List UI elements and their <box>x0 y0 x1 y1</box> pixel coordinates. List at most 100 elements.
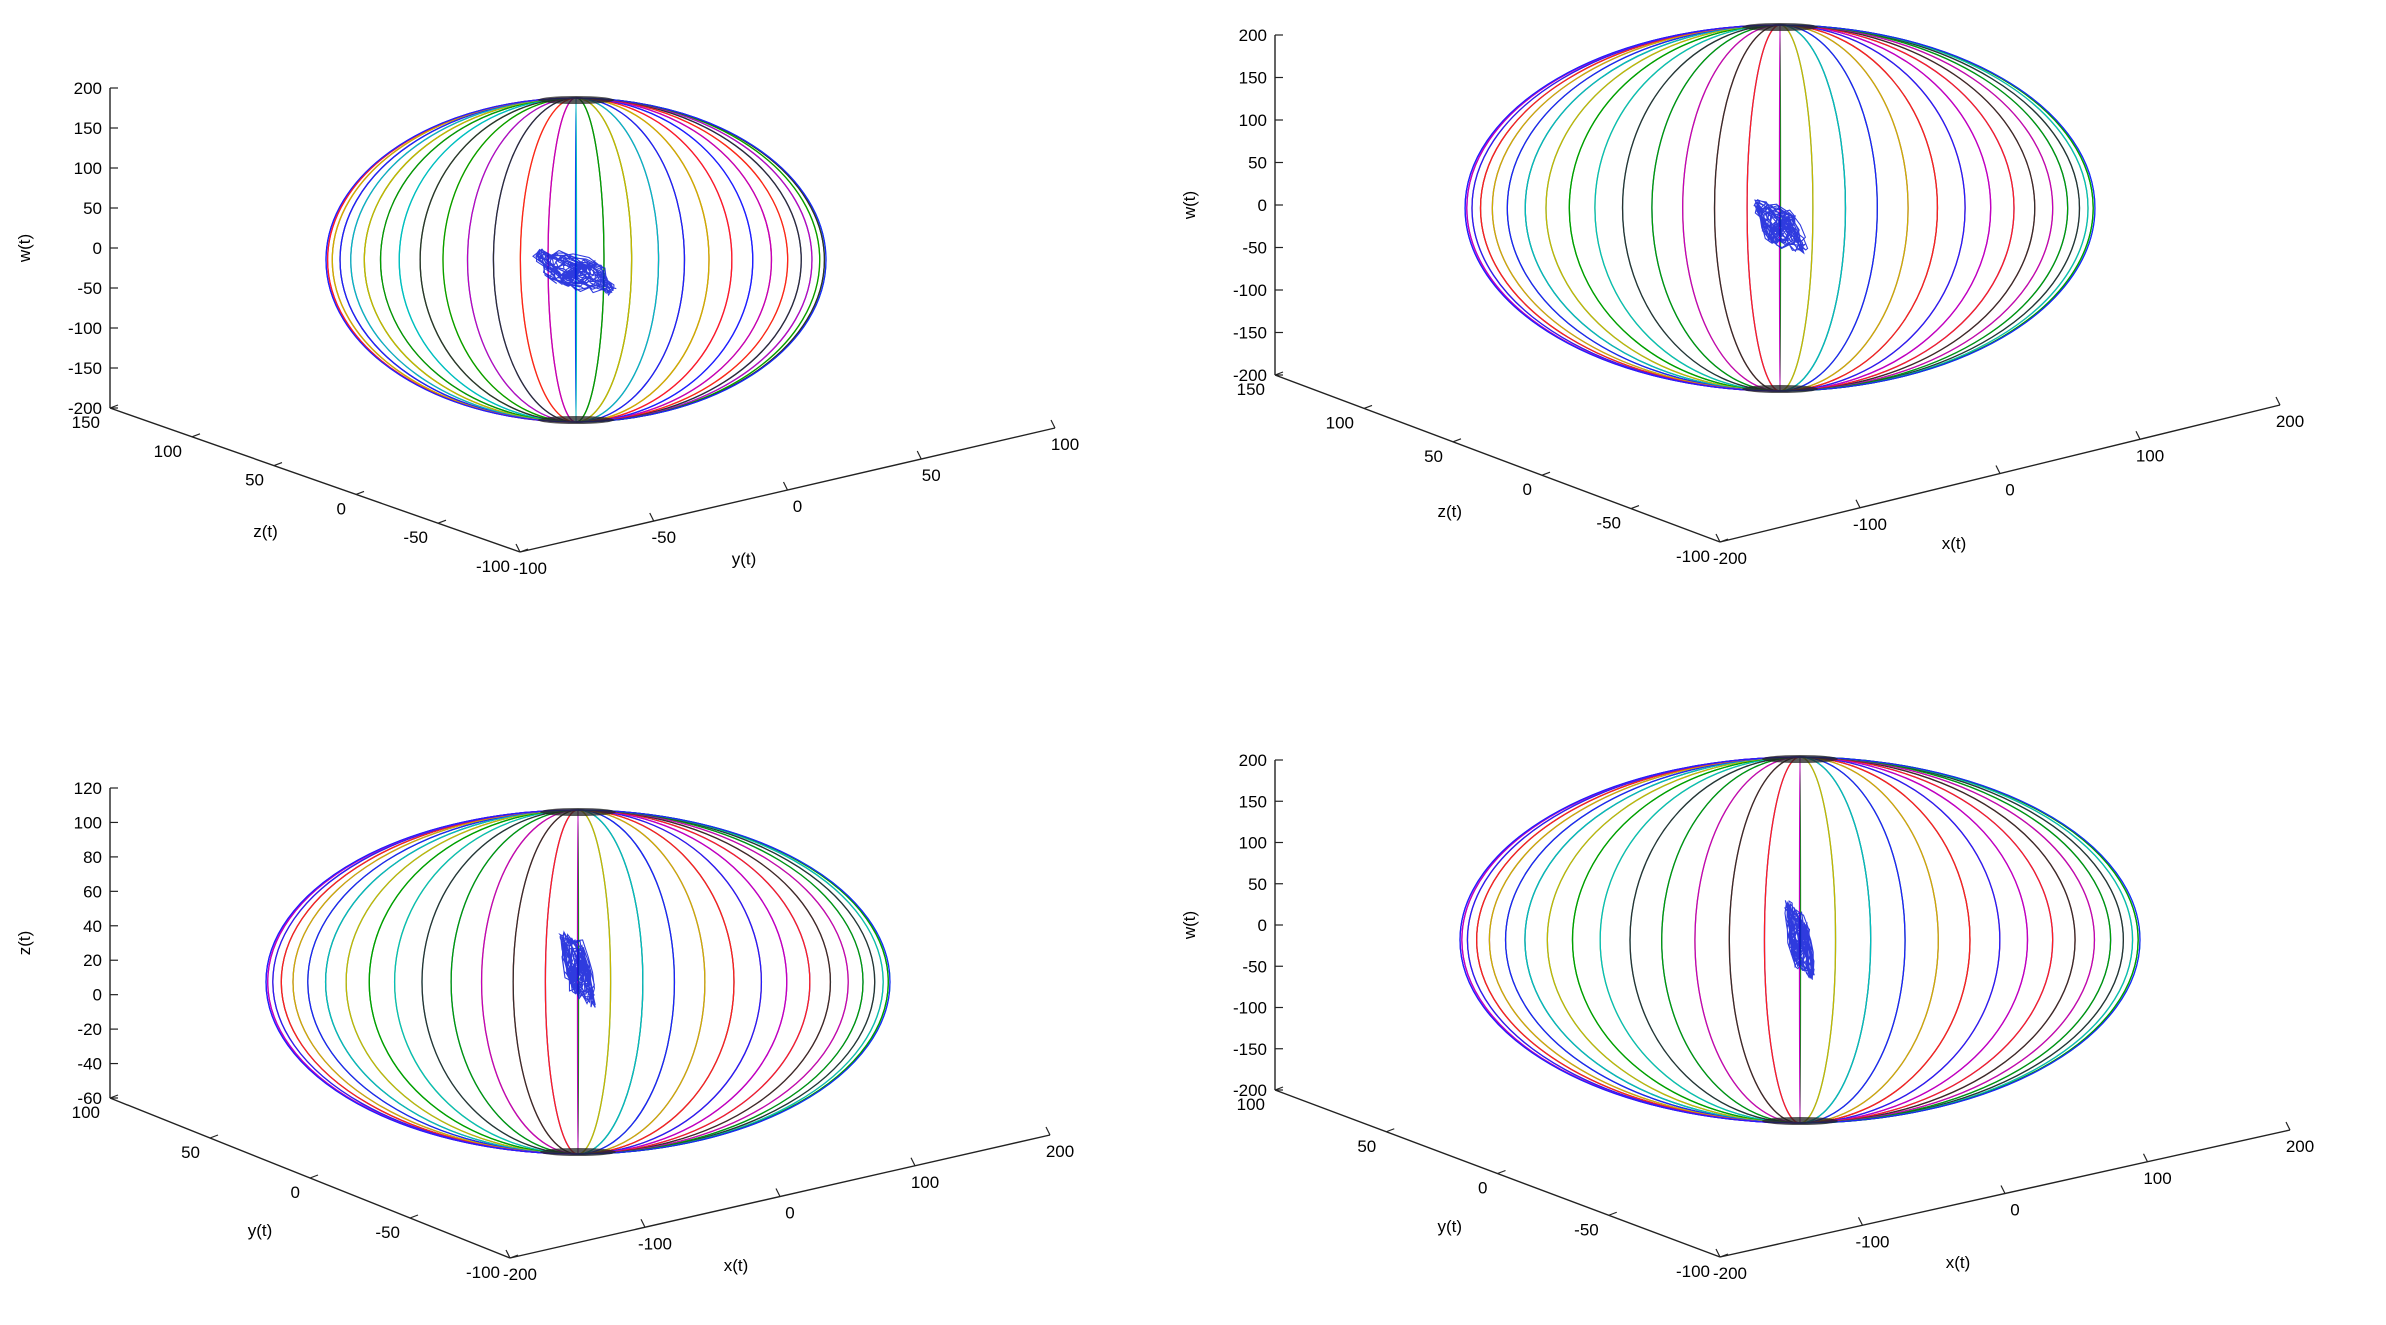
meridian-line <box>480 809 579 1155</box>
vertical-tick-label: 0 <box>1258 196 1267 215</box>
meridian-line <box>577 809 884 1155</box>
meridian-line <box>1799 756 1837 1124</box>
meridian-line <box>1799 756 1939 1124</box>
meridian-line <box>577 809 706 1155</box>
chart-panel-4: -200 -150 -100 -50 0 50 100 150 200 w(t) 100 50 0 -50… <box>1180 751 2314 1283</box>
vertical-tick-label: 100 <box>1239 111 1267 130</box>
right-tick-label: 100 <box>2136 446 2164 465</box>
meridian-line <box>577 809 811 1155</box>
vertical-tick-label: -150 <box>1233 324 1267 343</box>
left-tick-label: 0 <box>337 499 346 518</box>
meridian-line <box>575 97 821 423</box>
meridian-line <box>1799 756 2054 1124</box>
vertical-tick-label: -40 <box>77 1055 102 1074</box>
meridian-line <box>1466 756 1801 1124</box>
meridian-line <box>1571 756 1801 1124</box>
left-tick-label: -50 <box>375 1223 400 1242</box>
meridian-line <box>1799 756 2076 1124</box>
meridian-line <box>577 809 644 1155</box>
left-tick <box>109 404 119 409</box>
meridian-line <box>577 809 706 1155</box>
right-tick <box>2285 1121 2291 1131</box>
meridian-line <box>442 97 577 423</box>
left-axis-label: y(t) <box>1437 1217 1462 1236</box>
meridian-line <box>1799 756 1906 1124</box>
vertical-tick-label: -200 <box>1233 366 1267 385</box>
right-tick <box>1855 499 1861 509</box>
meridian-line <box>1568 24 1781 392</box>
vertical-axis-label: z(t) <box>15 931 34 956</box>
meridian-line <box>398 97 577 423</box>
right-tick-label: -50 <box>651 528 676 547</box>
right-tick <box>1050 419 1056 429</box>
meridian-line <box>575 97 710 423</box>
left-tick-label: -100 <box>1676 1262 1710 1281</box>
right-tick-label: -200 <box>503 1265 537 1284</box>
meridian-line <box>1799 756 2134 1124</box>
left-tick <box>1608 1211 1617 1216</box>
vertical-tick-label: 150 <box>1239 792 1267 811</box>
right-tick <box>1995 465 2001 474</box>
vertical-tick-label: 0 <box>93 986 102 1005</box>
vertical-axis-label: w(t) <box>1180 191 1199 220</box>
right-tick-label: 0 <box>2010 1201 2019 1220</box>
meridian-line <box>577 809 849 1155</box>
left-tick-label: -100 <box>1676 547 1710 566</box>
left-tick-label: -100 <box>466 1263 500 1282</box>
trajectory <box>1783 900 1815 981</box>
meridian-line <box>1799 756 2096 1124</box>
meridian-line <box>1779 24 2089 392</box>
right-tick-label: 200 <box>2286 1137 2314 1156</box>
right-tick-label: -100 <box>1855 1232 1889 1251</box>
axes: -60-40-20020406080100120z(t)100500-50-10… <box>15 779 1074 1284</box>
meridian-line <box>1799 756 2096 1124</box>
left-tick-label: -50 <box>403 528 428 547</box>
meridian-line <box>576 809 579 1155</box>
vertical-tick-label: -200 <box>1233 1081 1267 1100</box>
right-tick-label: -200 <box>1713 1264 1747 1283</box>
vertical-tick-label: 50 <box>1248 875 1267 894</box>
right-tick-label: 200 <box>2276 412 2304 431</box>
meridian-line <box>450 809 579 1155</box>
vertical-axis-label: w(t) <box>1180 911 1199 940</box>
meridian-line <box>577 809 832 1155</box>
meridian-line <box>575 97 578 423</box>
vertical-tick-label: -150 <box>1233 1040 1267 1059</box>
right-axis-label: y(t) <box>732 549 757 568</box>
meridian-line <box>492 97 577 423</box>
meridian-line <box>1491 24 1781 392</box>
vertical-tick-label: -200 <box>68 399 102 418</box>
meridian-line <box>1621 24 1781 392</box>
meridian-line <box>1546 756 1801 1124</box>
meridian-line <box>1779 24 1878 392</box>
meridian-line <box>577 809 676 1155</box>
meridian-line <box>1779 24 2036 392</box>
meridian-line <box>577 809 763 1155</box>
meridian-line <box>577 809 864 1155</box>
meridian-line <box>1779 24 1878 392</box>
axes: -200 -150 -100 -50 0 50 100 150 200 w(t) 100 50 0 -50… <box>1180 751 2314 1283</box>
meridian-line <box>575 97 789 423</box>
meridian-line <box>1524 756 1801 1124</box>
right-tick-label: 100 <box>1051 435 1079 454</box>
left-axis <box>1274 374 1721 543</box>
right-tick-label: 200 <box>1046 1142 1074 1161</box>
meridian-line <box>466 97 577 423</box>
left-axis-label: y(t) <box>248 1221 273 1240</box>
meridian-line <box>1713 24 1781 392</box>
vertical-tick-label: 0 <box>93 239 102 258</box>
meridian-line <box>1799 756 2001 1124</box>
meridian-line <box>1491 24 1781 392</box>
left-tick <box>1452 438 1462 443</box>
vertical-tick-label: -100 <box>1233 999 1267 1018</box>
meridian-line <box>307 809 579 1155</box>
vertical-tick-label: 120 <box>74 779 102 798</box>
pole-cluster <box>1742 23 1818 31</box>
meridian-line <box>1779 24 1814 392</box>
meridian-line <box>350 97 577 423</box>
trajectory <box>1753 199 1809 255</box>
left-axis-label: z(t) <box>1437 502 1462 521</box>
vertical-tick-label: -50 <box>1242 239 1267 258</box>
meridian-line <box>575 97 813 423</box>
